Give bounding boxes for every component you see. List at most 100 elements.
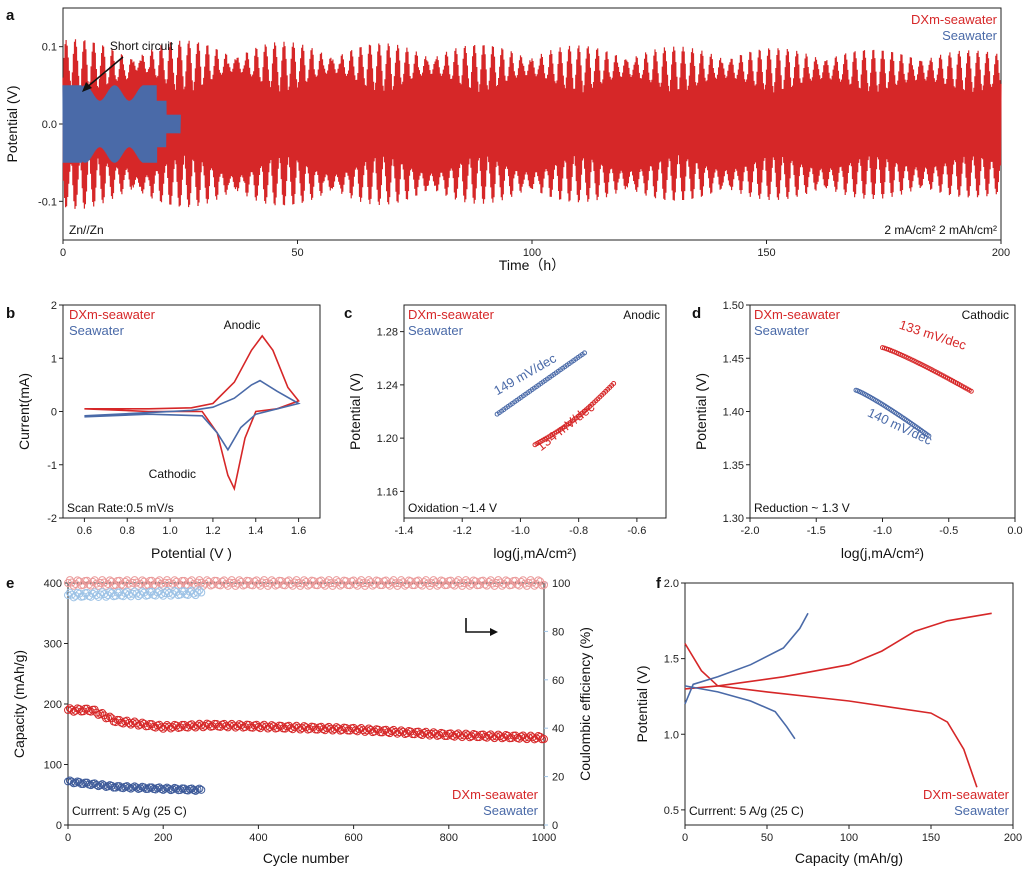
y-tick-label: -0.1 [38,196,57,208]
data-point [166,581,175,590]
x-tick-label: 0 [65,832,71,844]
data-point [461,576,470,585]
data-point [286,580,295,589]
data-point [64,706,72,715]
y-tick-label: -2 [47,513,57,525]
data-point [86,707,95,716]
data-point [121,577,130,586]
x-tick-label: 600 [344,832,362,844]
data-point [524,733,533,742]
data-point [336,581,345,590]
right-axis-arrowhead [490,628,498,636]
data-point [164,589,173,598]
x-tick-label: -0.6 [627,525,646,537]
data-point [119,784,128,793]
x-tick-label: -1.2 [453,525,472,537]
data-point [296,581,305,590]
legend-dxm-seawater: DXm-seawater [69,307,156,322]
y-tick-label: 300 [44,639,62,651]
data-point [317,576,326,585]
data-point [222,722,231,731]
panel-letter-b: b [6,305,15,322]
data-point [103,782,112,791]
cell-label: Zn//Zn [69,223,104,237]
data-point [391,727,400,736]
panel-letter-d: d [692,305,701,322]
data-point [105,576,114,585]
legend-dxm-seawater: DXm-seawater [452,787,539,802]
x-axis-label: Time（h） [499,257,565,273]
data-point [536,732,545,741]
data-point [124,783,133,792]
x-tick-label: 0.0 [1007,525,1022,537]
data-point [147,783,156,792]
data-point [105,712,114,721]
data-point [294,723,303,732]
y-tick-label: 1.20 [377,433,398,445]
y-tick-label: 1.16 [377,486,398,498]
x-tick-label: 200 [154,832,172,844]
data-point [176,785,185,794]
data-point [180,784,189,793]
data-point [136,784,145,793]
y-tick-label: 1.45 [723,353,744,365]
data-point [349,576,358,585]
y-tick-label: 0.0 [42,119,57,131]
y2-axis-label: Coulombic efficiency (%) [577,627,593,781]
data-point [414,576,423,585]
slope-label-seawater: 149 mV/dec [491,350,559,398]
data-point [191,786,200,795]
data-point [267,576,276,585]
x-axis-label: Potential (V ) [151,545,232,561]
data-point [330,725,339,734]
data-point [71,706,80,715]
legend-dxm-seawater: DXm-seawater [911,12,998,27]
data-point [303,581,312,590]
legend-seawater: Seawater [483,803,539,818]
y2-tick-label: 80 [552,626,564,638]
panel-letter-a: a [6,7,15,24]
data-point [170,576,179,585]
data-point [115,576,124,585]
current-label: Currrent: 5 A/g (25 C) [72,804,187,818]
y-axis-label: Potential (V) [693,373,709,450]
data-point [926,433,932,439]
data-point [319,580,328,589]
data-point [366,725,375,734]
data-point [195,576,204,585]
y-tick-label: 400 [44,578,62,590]
x-tick-label: 50 [761,832,773,844]
data-point [197,785,206,794]
data-point [395,728,404,737]
x-tick-label: 1000 [532,832,556,844]
y-axis-label: Potential (V) [4,85,20,162]
legend-seawater: Seawater [408,323,464,338]
x-axis-label: log(j,mA/cm²) [493,545,576,561]
y-tick-label: 0.1 [42,42,57,54]
data-point [362,726,371,735]
data-point [222,579,231,588]
data-point [64,591,72,600]
data-point [102,581,111,590]
data-point [351,580,360,589]
y2-tick-label: 60 [552,675,564,687]
data-point [431,729,440,738]
data-point [143,784,152,793]
data-point [100,590,109,599]
data-point [300,576,309,585]
panel-letter-e: e [6,575,14,592]
y-tick-label: 1.35 [723,460,744,472]
y-tick-label: 200 [44,699,62,711]
data-point [534,576,543,585]
data-point [172,721,181,730]
x-tick-label: 0 [682,832,688,844]
data-point [269,722,278,731]
data-point [241,723,250,732]
short-circuit-arrow [85,56,124,89]
scan-rate-label: Scan Rate:0.5 mV/s [67,501,174,515]
chart-d: -2.0 -1.5 -1.0 -0.5 0.0 1.30 1.35 1.40 1.45 1.50 l… [693,300,1023,561]
data-point [197,721,206,730]
panel-letter-f: f [656,575,662,592]
x-tick-label: -2.0 [741,525,760,537]
